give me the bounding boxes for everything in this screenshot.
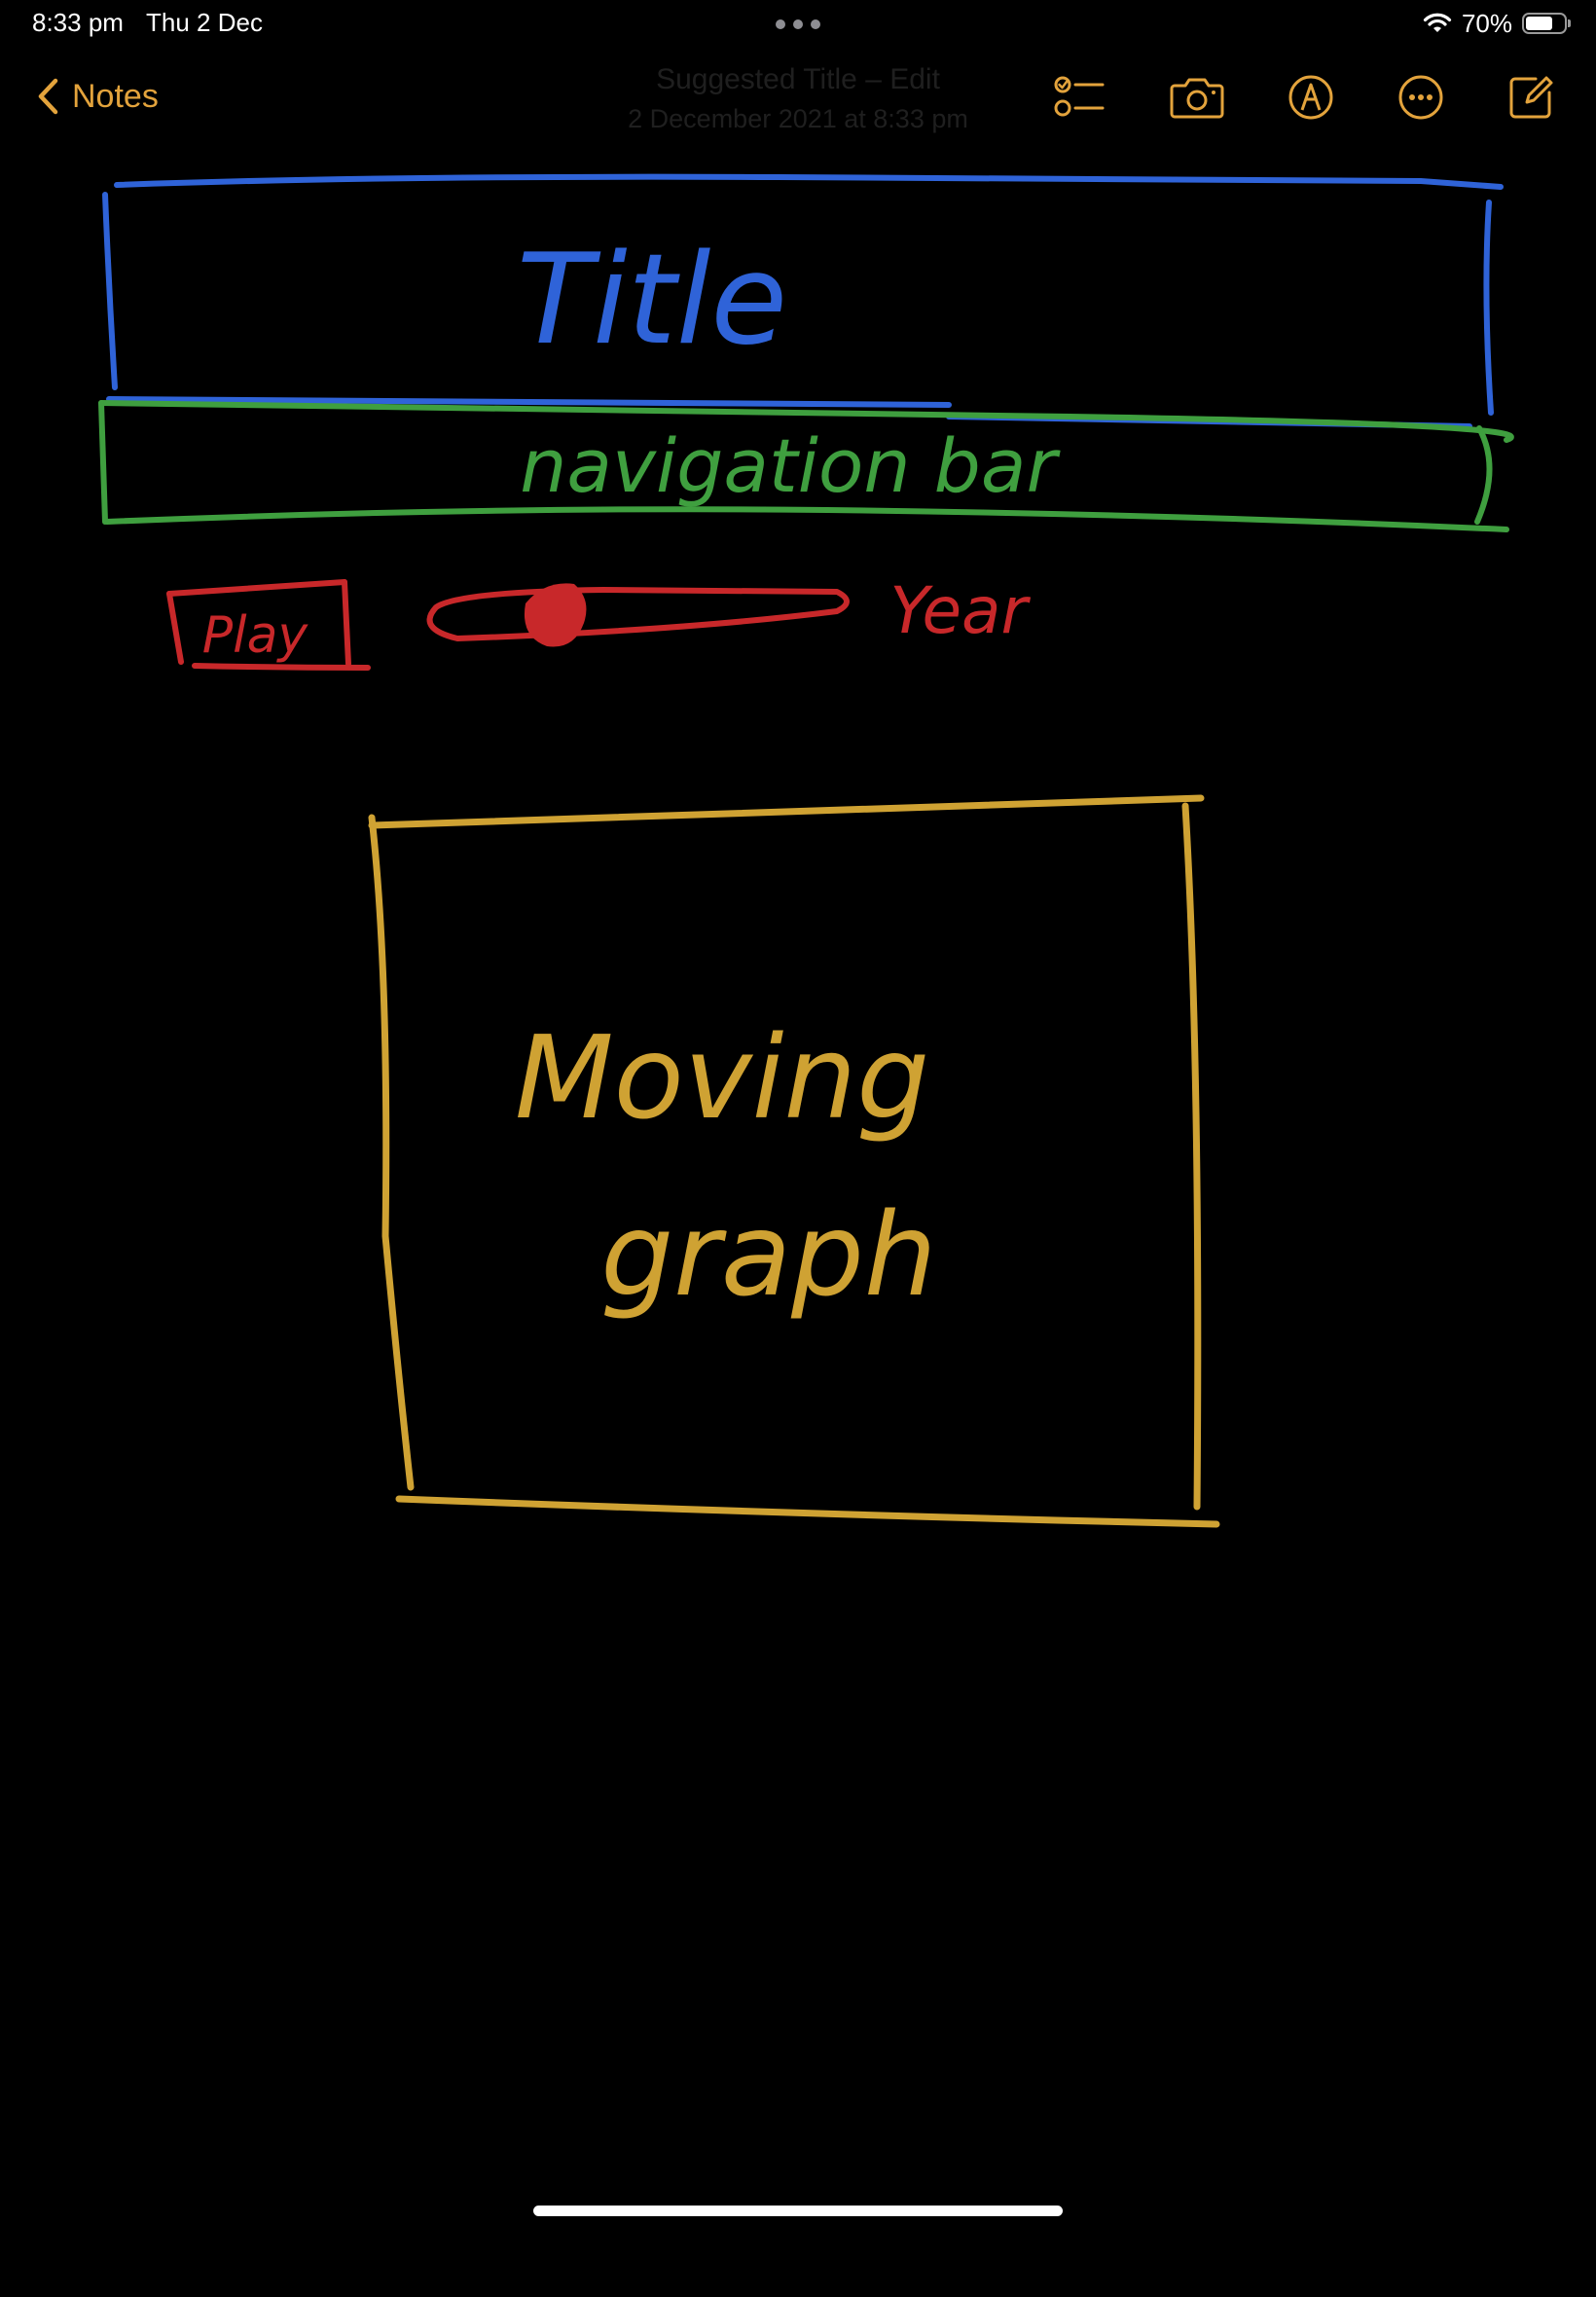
battery-icon — [1522, 13, 1571, 34]
compose-button[interactable] — [1502, 68, 1560, 127]
checklist-button[interactable] — [1051, 68, 1109, 127]
more-button[interactable] — [1392, 68, 1450, 127]
moving-graph-label-line1: Moving — [515, 1010, 929, 1145]
status-bar: 8:33 pm Thu 2 Dec 70% — [0, 0, 1596, 47]
note-header: Suggested Title – Edit 2 December 2021 a… — [506, 60, 1090, 138]
home-indicator[interactable] — [533, 2206, 1063, 2216]
status-indicators: 70% — [1423, 6, 1571, 41]
moving-graph-label-line2: graph — [600, 1187, 936, 1322]
status-date: Thu 2 Dec — [146, 8, 263, 37]
play-label-sketch: Play — [202, 606, 309, 665]
navigation-bar-box-sketch — [98, 400, 1514, 532]
multitasking-dots-icon[interactable] — [776, 18, 820, 30]
back-button-label: Notes — [72, 77, 159, 115]
compose-icon — [1509, 76, 1553, 119]
more-icon — [1398, 75, 1443, 120]
navigation-bar-label-sketch: navigation bar — [520, 422, 1061, 509]
year-slider-sketch — [426, 583, 850, 647]
back-button[interactable]: Notes — [37, 72, 159, 121]
note-title[interactable]: Suggested Title – Edit — [656, 63, 940, 95]
markup-button[interactable] — [1282, 68, 1340, 127]
camera-icon — [1170, 78, 1224, 119]
battery-percentage: 70% — [1461, 8, 1512, 38]
moving-graph-box-sketch — [368, 794, 1220, 1528]
title-box-sketch — [102, 173, 1504, 429]
year-label-sketch: Year — [889, 573, 1031, 648]
chevron-left-icon — [38, 78, 58, 115]
markup-pen-icon — [1288, 75, 1333, 120]
checklist-icon — [1054, 76, 1105, 117]
title-label-sketch: Title — [517, 228, 787, 373]
status-time: 8:33 pm — [32, 8, 124, 37]
play-button-sketch — [166, 579, 371, 671]
note-date: 2 December 2021 at 8:33 pm — [628, 104, 968, 133]
wifi-icon — [1423, 13, 1452, 32]
camera-button[interactable] — [1168, 68, 1226, 127]
battery-fill — [1526, 17, 1552, 30]
